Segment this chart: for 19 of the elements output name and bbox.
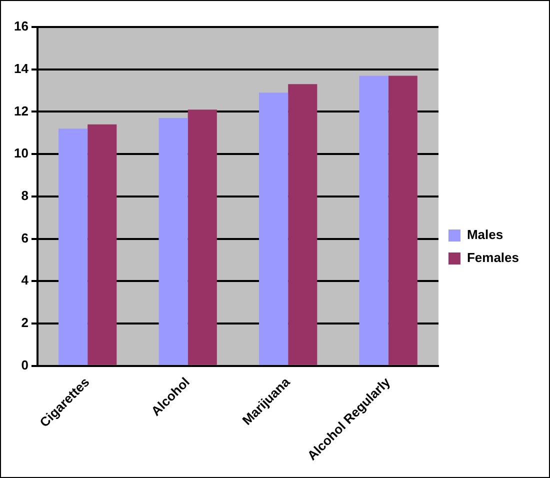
bar [288, 84, 318, 365]
legend-label: Males [466, 227, 504, 242]
bar [158, 118, 188, 365]
legend-label: Females [466, 250, 520, 266]
bar [388, 76, 418, 365]
y-tick-label: 0 [21, 357, 28, 372]
bar [58, 128, 88, 365]
bar [359, 76, 388, 365]
y-tick-label: 16 [14, 18, 28, 34]
y-tick-label: 10 [14, 146, 28, 161]
y-tick-label: 12 [14, 103, 28, 118]
y-tick-label: 2 [21, 315, 28, 330]
bar [188, 110, 217, 365]
y-tick-label: 6 [21, 230, 28, 246]
y-tick-label: 4 [21, 272, 30, 288]
bar [88, 124, 117, 365]
bar [259, 92, 288, 365]
y-tick-label: 14 [14, 60, 30, 76]
y-tick-label: 8 [21, 188, 28, 203]
